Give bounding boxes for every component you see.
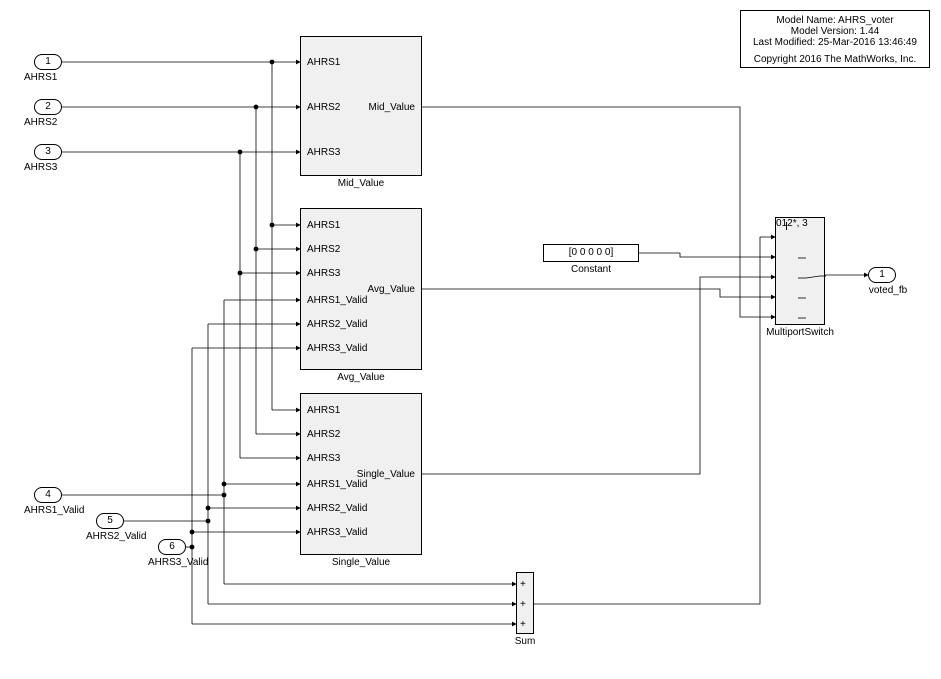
inport-ahrs1-valid[interactable]: 4 [34, 487, 62, 503]
block-input-label: AHRS3 [307, 453, 340, 464]
inport-ahrs1-valid-label: AHRS1_Valid [24, 505, 104, 516]
inport-num: 1 [45, 56, 51, 67]
inport-ahrs2-valid[interactable]: 5 [96, 513, 124, 529]
inport-ahrs2-label: AHRS2 [24, 117, 104, 128]
block-output-label: Single_Value [357, 469, 415, 480]
info-line-1: Model Name: AHRS_voter [745, 15, 925, 26]
block-input-label: AHRS1_Valid [307, 295, 367, 306]
wire-layer [0, 0, 941, 679]
block-input-label: AHRS1 [307, 220, 340, 231]
inport-ahrs3-label: AHRS3 [24, 162, 104, 173]
block-input-label: AHRS3_Valid [307, 343, 367, 354]
block-multiport-switch-label: MultiportSwitch [761, 327, 839, 338]
sum-plus-icon: + [520, 599, 526, 610]
info-line-3: Last Modified: 25-Mar-2016 13:46:49 [745, 37, 925, 48]
block-output-label: Avg_Value [368, 284, 415, 295]
inport-num: 6 [169, 541, 175, 552]
sum-plus-icon: + [520, 579, 526, 590]
inport-ahrs2[interactable]: 2 [34, 99, 62, 115]
inport-ahrs2-valid-label: AHRS2_Valid [86, 531, 166, 542]
block-single-value[interactable]: AHRS1 AHRS2 AHRS3 AHRS1_Valid AHRS2_Valid AHR… [300, 393, 422, 555]
block-sum[interactable]: + + + [516, 572, 534, 634]
inport-ahrs3[interactable]: 3 [34, 144, 62, 160]
block-input-label: AHRS2 [307, 429, 340, 440]
inport-ahrs3-valid[interactable]: 6 [158, 539, 186, 555]
block-input-label: AHRS3 [307, 268, 340, 279]
block-input-label: AHRS2_Valid [307, 503, 367, 514]
inport-ahrs1[interactable]: 1 [34, 54, 62, 70]
inport-num: 4 [45, 489, 51, 500]
block-input-label: AHRS2 [307, 244, 340, 255]
inport-num: 3 [45, 146, 51, 157]
block-input-label: AHRS2_Valid [307, 319, 367, 330]
block-mid-value-label: Mid_Value [300, 178, 422, 189]
block-input-label: AHRS1 [307, 57, 340, 68]
block-avg-value[interactable]: AHRS1 AHRS2 AHRS3 AHRS1_Valid AHRS2_Valid AHR… [300, 208, 422, 370]
inport-num: 2 [45, 101, 51, 112]
outport-voted-fb[interactable]: 1 [868, 267, 896, 283]
info-line-4: Copyright 2016 The MathWorks, Inc. [745, 54, 925, 65]
block-avg-value-label: Avg_Value [300, 372, 422, 383]
block-input-label: AHRS2 [307, 102, 340, 113]
block-sum-label: Sum [506, 636, 544, 647]
block-input-label: AHRS1_Valid [307, 479, 367, 490]
inport-ahrs3-valid-label: AHRS3_Valid [148, 557, 228, 568]
block-constant-label: Constant [543, 264, 639, 275]
inport-num: 5 [107, 515, 113, 526]
info-line-2: Model Version: 1.44 [745, 26, 925, 37]
block-constant[interactable]: [0 0 0 0 0] [543, 244, 639, 262]
inport-ahrs1-label: AHRS1 [24, 72, 104, 83]
block-output-label: Mid_Value [368, 102, 415, 113]
outport-voted-fb-label: voted_fb [858, 285, 918, 296]
model-info-box: Model Name: AHRS_voter Model Version: 1.… [740, 10, 930, 68]
block-input-label: AHRS3_Valid [307, 527, 367, 538]
constant-text: [0 0 0 0 0] [569, 247, 613, 258]
block-input-label: AHRS3 [307, 147, 340, 158]
sum-plus-icon: + [520, 619, 526, 630]
outport-num: 1 [879, 269, 885, 280]
block-mid-value[interactable]: AHRS1 AHRS2 AHRS3 Mid_Value [300, 36, 422, 176]
block-input-label: AHRS1 [307, 405, 340, 416]
block-multiport-switch[interactable]: 012*, 3 [775, 217, 825, 325]
block-single-value-label: Single_Value [300, 557, 422, 568]
